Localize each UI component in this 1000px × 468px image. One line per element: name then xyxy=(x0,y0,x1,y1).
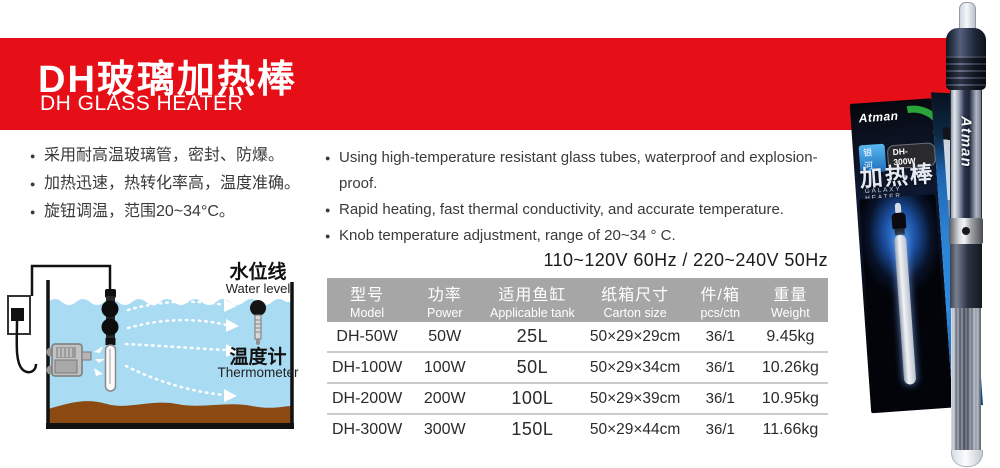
feature-item-zh: 采用耐高温玻璃管，密封、防爆。 xyxy=(30,142,330,170)
feature-item-en: Rapid heating, fast thermal conductivity… xyxy=(325,197,855,223)
water-level-label-en: Water level xyxy=(226,281,291,296)
feature-item-zh: 加热迅速，热转化率高，温度准确。 xyxy=(30,170,330,198)
table-row: DH-50W 50W 25L 50×29×29cm 36/1 9.45kg xyxy=(327,322,828,353)
table-row: DH-100W 100W 50L 50×29×34cm 36/1 10.26kg xyxy=(327,353,828,384)
column-header-model: 型号 Model xyxy=(350,286,385,320)
rod-indicator-dot xyxy=(962,227,970,235)
rod-brand-label: Atman xyxy=(957,116,975,168)
heat-flow-arrows xyxy=(124,300,228,397)
table-row: DH-300W 300W 150L 50×29×44cm 36/1 11.66k… xyxy=(331,419,819,439)
rod-bottom-tip xyxy=(951,450,983,467)
brand-logo: Atman xyxy=(858,108,899,126)
power-outlet xyxy=(7,295,38,374)
column-header-pcs: 件/箱 pcs/ctn xyxy=(700,286,741,320)
heat-flow-arrowheads xyxy=(224,299,239,402)
rod-dark-section xyxy=(950,244,982,308)
table-row: DH-200W 200W 100L 50×29×39cm 36/1 10.95k… xyxy=(327,384,828,415)
pump-flow-arrows xyxy=(94,346,105,376)
tank-bottom xyxy=(46,423,294,429)
spec-table: 型号 Model 功率 Power 适用鱼缸 Applicable tank 纸… xyxy=(327,278,828,444)
power-cord xyxy=(30,264,112,296)
thermometer-label-zh: 温度计 xyxy=(229,345,286,368)
column-header-weight: 重量 Weight xyxy=(771,286,810,320)
filter-pump xyxy=(46,343,105,377)
rod-upper-glass: Atman xyxy=(950,90,982,218)
aquarium-diagram: 水位线 Water level 温度计 Thermometer xyxy=(7,260,299,429)
column-header-power: 功率 Power xyxy=(427,286,463,320)
heater-illustration xyxy=(101,289,119,392)
feature-item-en: Knob temperature adjustment, range of 20… xyxy=(325,223,855,249)
water-level-label-zh: 水位线 xyxy=(229,260,286,283)
voltage-note: 110~120V 60Hz / 220~240V 50Hz xyxy=(543,250,828,270)
column-header-carton: 纸箱尺寸 Carton size xyxy=(601,286,670,320)
spec-table-header: 型号 Model 功率 Power 适用鱼缸 Applicable tank 纸… xyxy=(327,278,828,322)
sand xyxy=(48,401,292,426)
feature-item-en: Using high-temperature resistant glass t… xyxy=(325,145,855,197)
page-title-zh: DH玻璃加热棒 xyxy=(38,59,297,101)
feature-list-en: Using high-temperature resistant glass t… xyxy=(325,145,855,249)
box-product-image xyxy=(859,194,950,408)
page-title-en: DH GLASS HEATER xyxy=(40,92,244,115)
rod-heating-coil xyxy=(951,308,981,454)
thermometer-label-en: Thermometer xyxy=(217,365,299,380)
feature-list-zh: 采用耐高温玻璃管，密封、防爆。 加热迅速，热转化率高，温度准确。 旋钮调温，范围… xyxy=(30,142,330,226)
header-bar: DH玻璃加热棒 DH GLASS HEATER xyxy=(0,38,957,130)
rod-metal-band xyxy=(949,218,983,244)
mini-heater-image xyxy=(890,202,919,385)
heater-rod: Atman xyxy=(946,2,988,467)
thermometer-illustration xyxy=(250,300,266,345)
feature-item-zh: 旋钮调温，范围20~34°C。 xyxy=(30,198,330,226)
column-header-tank: 适用鱼缸 Applicable tank xyxy=(490,286,575,320)
rod-cap xyxy=(946,28,986,90)
